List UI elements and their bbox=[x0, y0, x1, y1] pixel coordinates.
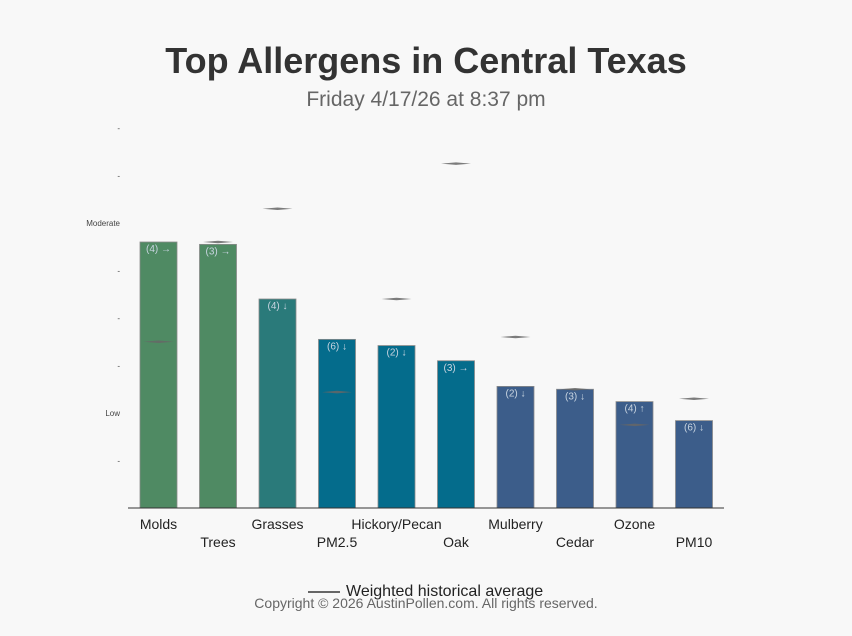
x-category-label: Molds bbox=[140, 516, 177, 532]
historical-average-marker bbox=[381, 297, 412, 301]
x-category-label: Grasses bbox=[251, 516, 303, 532]
y-tick-label: - bbox=[117, 124, 120, 133]
y-tick-label: - bbox=[117, 267, 120, 276]
bar-grasses[interactable] bbox=[258, 298, 297, 509]
x-category-label: Cedar bbox=[556, 534, 594, 550]
bar-data-label: (6) ↓ bbox=[684, 423, 704, 434]
historical-average-marker bbox=[143, 340, 174, 344]
x-category-label: Mulberry bbox=[488, 516, 542, 532]
x-category-label: Hickory/Pecan bbox=[351, 516, 441, 532]
legend-line-swatch bbox=[308, 591, 340, 593]
bar-data-label: (3) ↓ bbox=[565, 391, 585, 402]
historical-average-marker bbox=[322, 390, 352, 394]
y-tick-label: Low bbox=[105, 409, 120, 418]
bar-data-label: (2) ↓ bbox=[506, 388, 526, 399]
historical-average-marker bbox=[441, 162, 471, 165]
x-category-label: Trees bbox=[200, 534, 235, 550]
y-tick-label: Moderate bbox=[86, 219, 120, 228]
bar-data-label: (4) ↑ bbox=[625, 404, 645, 415]
copyright-notice: Copyright © 2026 AustinPollen.com. All r… bbox=[254, 595, 598, 611]
bar-hickory-pecan[interactable] bbox=[377, 345, 416, 509]
bar-data-label: (3) → bbox=[444, 363, 469, 374]
bar-pm2-5[interactable] bbox=[318, 338, 356, 509]
historical-average-marker bbox=[500, 335, 531, 339]
x-category-label: PM10 bbox=[676, 534, 713, 550]
y-tick-label: - bbox=[117, 314, 120, 323]
bar-trees[interactable] bbox=[199, 243, 237, 509]
bar-data-label: (4) → bbox=[146, 244, 171, 255]
bar-data-label: (4) ↓ bbox=[268, 301, 288, 312]
historical-average-marker bbox=[262, 207, 293, 211]
bar-ozone[interactable] bbox=[615, 401, 654, 509]
historical-average-marker bbox=[203, 240, 233, 244]
y-tick-label: - bbox=[117, 457, 120, 466]
bar-pm10[interactable] bbox=[675, 420, 713, 509]
bar-data-label: (3) → bbox=[206, 246, 231, 257]
chart-legend[interactable]: Weighted historical average bbox=[308, 583, 543, 601]
historical-average-marker bbox=[619, 423, 650, 427]
bar-data-label: (2) ↓ bbox=[387, 348, 407, 359]
y-tick-label: - bbox=[117, 362, 120, 371]
bar-oak[interactable] bbox=[437, 360, 475, 509]
bar-data-label: (6) ↓ bbox=[327, 341, 347, 352]
bar-molds[interactable] bbox=[139, 241, 178, 509]
historical-average-marker bbox=[560, 387, 590, 391]
x-category-label: Oak bbox=[443, 534, 470, 550]
x-category-label: PM2.5 bbox=[317, 534, 358, 550]
chart-subtitle: Friday 4/17/26 at 8:37 pm bbox=[306, 88, 546, 111]
chart-title: Top Allergens in Central Texas bbox=[165, 40, 687, 81]
historical-average-marker bbox=[679, 397, 709, 401]
y-tick-label: - bbox=[117, 172, 120, 181]
legend-label: Weighted historical average bbox=[346, 583, 544, 600]
bar-mulberry[interactable] bbox=[496, 385, 535, 509]
x-category-label: Ozone bbox=[614, 516, 655, 532]
bar-cedar[interactable] bbox=[556, 388, 594, 509]
